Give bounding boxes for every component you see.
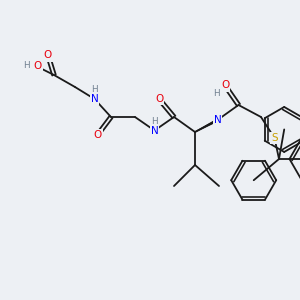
Text: H: H: [151, 117, 158, 126]
Text: H: H: [91, 85, 98, 94]
Text: O: O: [221, 80, 229, 91]
Text: N: N: [91, 94, 98, 104]
Text: N: N: [151, 125, 158, 136]
Text: O: O: [155, 94, 163, 104]
Text: H: H: [213, 88, 219, 98]
Text: H: H: [23, 61, 30, 70]
Text: O: O: [33, 61, 42, 71]
Polygon shape: [195, 118, 220, 132]
Text: S: S: [271, 133, 278, 143]
Text: N: N: [214, 115, 221, 125]
Text: O: O: [44, 50, 52, 61]
Text: O: O: [93, 130, 102, 140]
